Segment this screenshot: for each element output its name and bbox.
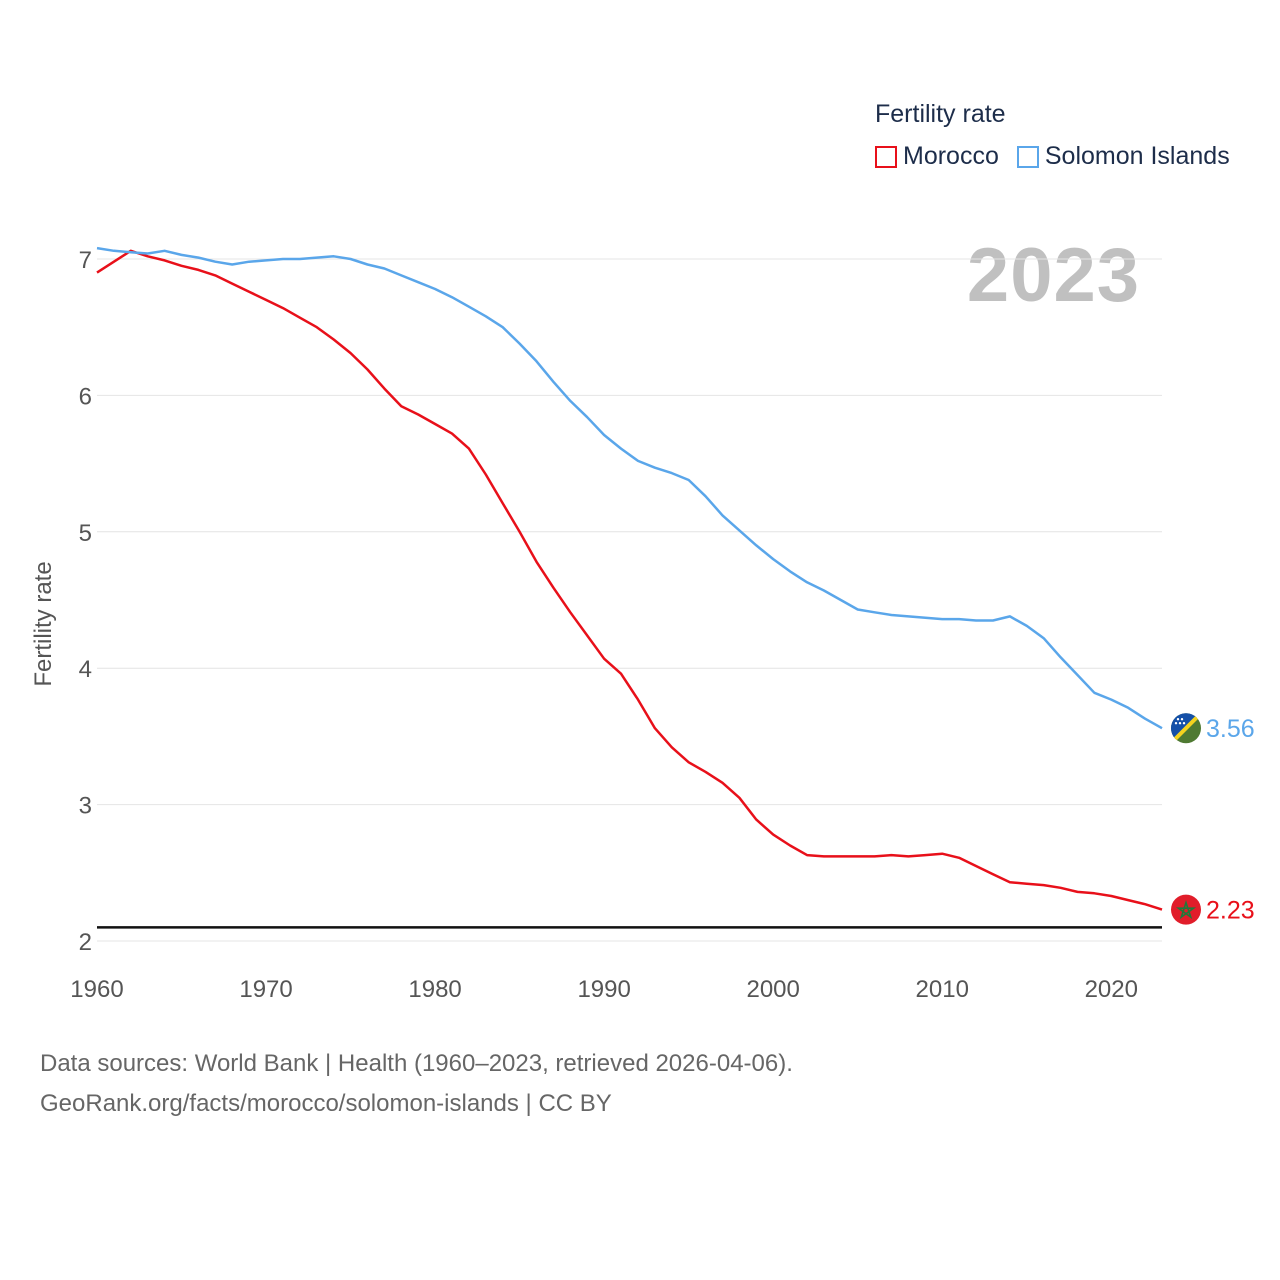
y-tick-5: 5 — [79, 520, 92, 547]
gridlines — [97, 258, 1162, 942]
y-axis-label: Fertility rate — [30, 561, 57, 686]
y-tick-2: 2 — [79, 929, 92, 956]
legend: Morocco Solomon Islands — [875, 142, 1248, 171]
x-tick-1960: 1960 — [70, 976, 123, 1003]
solomon-islands-flag-icon — [1171, 713, 1201, 744]
y-axis-ticks: 2 3 4 5 6 7 — [79, 247, 92, 956]
x-tick-1990: 1990 — [577, 976, 630, 1003]
series-line-solomon-islands[interactable] — [96, 246, 1163, 730]
legend-swatch-solomon-islands — [1016, 145, 1039, 168]
source-note: Data sources: World Bank | Health (1960–… — [40, 1044, 793, 1124]
legend-item-solomon-islands[interactable]: Solomon Islands — [1016, 142, 1230, 171]
legend-item-morocco[interactable]: Morocco — [875, 142, 999, 171]
end-label-solomon-islands: 3.56 — [1206, 715, 1255, 743]
source-line-1: Data sources: World Bank | Health (1960–… — [40, 1050, 793, 1077]
y-tick-4: 4 — [79, 656, 92, 683]
year-label: 2023 — [966, 233, 1140, 318]
y-tick-6: 6 — [79, 383, 92, 410]
legend-swatch-morocco — [875, 145, 897, 168]
legend-title: Fertility rate — [875, 100, 1006, 128]
morocco-flag-icon — [1171, 894, 1201, 925]
series-line-morocco[interactable] — [96, 249, 1163, 911]
source-line-2[interactable]: GeoRank.org/facts/morocco/solomon-island… — [40, 1090, 612, 1117]
x-tick-1970: 1970 — [239, 976, 292, 1003]
x-tick-2020: 2020 — [1085, 976, 1138, 1003]
end-markers: 2.23 3.56 — [1171, 713, 1255, 925]
legend-label-solomon-islands: Solomon Islands — [1044, 142, 1230, 170]
series-lines — [96, 246, 1163, 911]
x-tick-1980: 1980 — [408, 976, 461, 1003]
y-tick-3: 3 — [79, 793, 92, 820]
x-axis-ticks: 1960 1970 1980 1990 2000 2010 2020 — [70, 976, 1138, 1003]
line-chart: 2 3 4 5 6 7 1960 1970 1980 1990 2000 2010 2020 Fert… — [30, 246, 1255, 1003]
end-label-morocco: 2.23 — [1206, 897, 1255, 925]
y-tick-7: 7 — [79, 247, 92, 274]
legend-label-morocco: Morocco — [903, 142, 999, 170]
x-tick-2000: 2000 — [746, 976, 799, 1003]
x-tick-2010: 2010 — [916, 976, 969, 1003]
